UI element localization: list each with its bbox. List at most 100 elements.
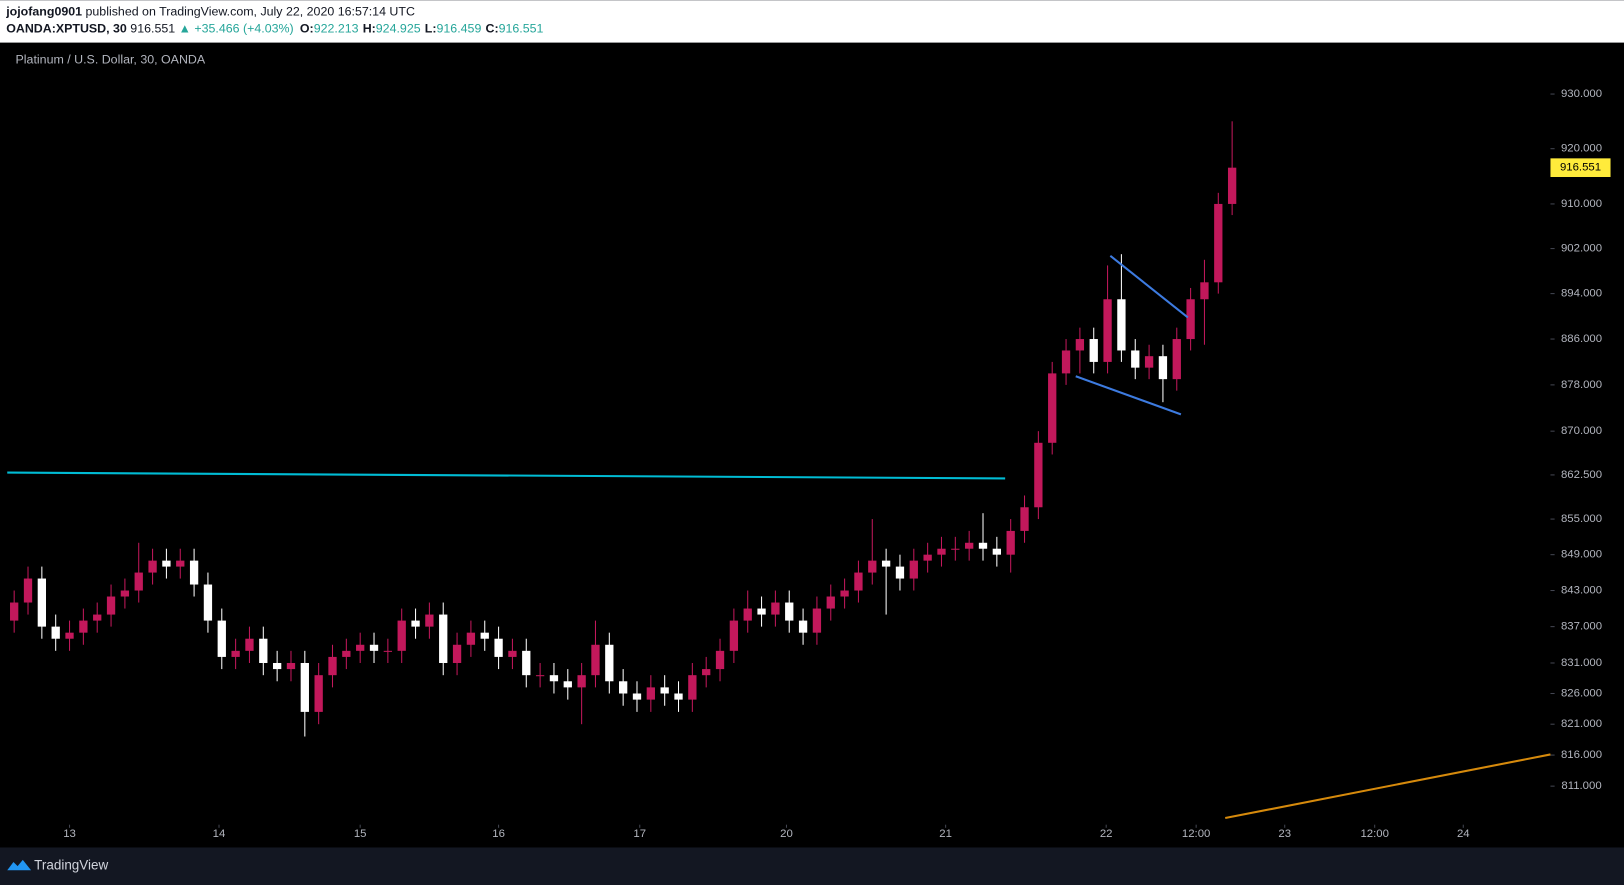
x-tick-label: 14 <box>213 828 226 840</box>
candle-body <box>1186 299 1195 340</box>
last-price-box <box>1550 158 1611 178</box>
ohlc-label: C: <box>486 22 499 36</box>
candle-body <box>189 560 199 585</box>
x-tick-label: 15 <box>354 828 367 840</box>
ohlc-label: H: <box>363 22 376 36</box>
candle-body <box>1089 339 1098 362</box>
candle-body <box>1144 356 1154 368</box>
candle-body <box>646 687 655 700</box>
y-tick-label: 886.000 <box>1561 333 1602 345</box>
candle-body <box>1048 373 1057 443</box>
chart-bg <box>0 42 1624 848</box>
candle-body <box>798 620 808 633</box>
y-tick-label: 831.000 <box>1561 657 1602 669</box>
candle-body <box>176 560 185 567</box>
candle-body <box>79 620 88 633</box>
candle-body <box>978 542 988 549</box>
candle-body <box>369 644 379 651</box>
candle-body <box>549 675 559 682</box>
x-tick-label: 22 <box>1100 828 1113 840</box>
candle-body <box>577 675 586 688</box>
ohlc-value: 924.925 <box>376 22 421 36</box>
candle-body <box>217 620 226 657</box>
ohlc-label: L: <box>425 22 437 36</box>
y-tick-label: 930.000 <box>1561 88 1602 100</box>
candle-body <box>37 578 47 627</box>
candle-body <box>743 608 752 621</box>
y-tick-label: 821.000 <box>1561 718 1602 730</box>
trend-line <box>1075 375 1182 416</box>
ohlc-value: 922.213 <box>314 22 359 36</box>
y-tick-label: 855.000 <box>1561 513 1602 525</box>
y-tick-label: 910.000 <box>1561 198 1602 210</box>
x-tick-label: 17 <box>633 828 646 840</box>
candle-body <box>466 632 476 645</box>
candle-body <box>535 675 545 677</box>
candle-body <box>522 650 531 676</box>
candle-body <box>605 644 614 682</box>
candle-body <box>618 681 628 694</box>
candle-body <box>1131 350 1140 368</box>
y-tick-label: 837.000 <box>1561 621 1602 633</box>
candle-body <box>93 614 102 621</box>
candle-body <box>10 602 19 621</box>
header-line-1: jojofang0901 published on TradingView.co… <box>5 5 415 19</box>
candle-body <box>356 644 365 651</box>
candle-body <box>1034 442 1043 508</box>
candle-body <box>342 650 351 657</box>
candle-body <box>120 590 130 597</box>
candle-body <box>383 650 393 652</box>
candle-body <box>1061 350 1071 374</box>
symbol: OANDA:XPTUSD, 30 <box>6 22 127 36</box>
candle-body <box>439 614 448 663</box>
candle-body <box>702 669 711 676</box>
candle-body <box>23 578 33 603</box>
change: ▲ +35.466 (+4.03%) <box>179 22 294 36</box>
candle-body <box>425 614 434 627</box>
candle-body <box>106 596 116 615</box>
candle-body <box>854 572 863 591</box>
y-tick-label: 870.000 <box>1561 425 1602 437</box>
candle-body <box>1075 339 1085 351</box>
candle-body <box>397 620 406 651</box>
candle-body <box>1117 299 1126 351</box>
candle-body <box>1214 203 1223 283</box>
trend-line <box>7 471 1006 480</box>
candle-body <box>937 548 946 555</box>
y-tick-label: 862.500 <box>1561 469 1602 481</box>
candle-body <box>508 650 517 657</box>
footer-logo <box>7 859 32 871</box>
candle-body <box>328 656 337 676</box>
candle-body <box>148 560 157 573</box>
candle-body <box>563 681 572 688</box>
candle-body <box>660 687 669 694</box>
candle-body <box>480 632 489 639</box>
candle-body <box>1200 282 1209 300</box>
candle-body <box>632 693 642 700</box>
user: jojofang0901 <box>5 5 82 19</box>
candle-body <box>771 602 780 615</box>
candle-body <box>286 662 296 670</box>
x-tick-label: 20 <box>780 828 793 840</box>
x-tick-label: 23 <box>1278 828 1291 840</box>
candle-body <box>840 590 849 597</box>
candle-body <box>812 608 822 633</box>
published: published on TradingView.com, July 22, 2… <box>86 5 415 19</box>
candle-body <box>272 662 282 670</box>
candle-body <box>494 638 503 657</box>
candle-body <box>909 560 918 579</box>
trend-line <box>1109 255 1189 319</box>
candle-body <box>411 620 420 627</box>
candle-body <box>923 554 932 561</box>
x-tick-label: 21 <box>939 828 952 840</box>
x-tick-label: 24 <box>1457 828 1470 840</box>
header-line-2: OANDA:XPTUSD, 30 916.551 ▲ +35.466 (+4.0… <box>6 22 543 36</box>
candle-body <box>1172 339 1181 380</box>
ohlc-label: O: <box>300 22 314 36</box>
candle-body <box>134 572 143 591</box>
y-tick-label: 849.000 <box>1561 549 1602 561</box>
candle-body <box>300 662 309 712</box>
last-price-label: 916.551 <box>1560 162 1601 174</box>
footer-brand: TradingView <box>34 858 108 873</box>
